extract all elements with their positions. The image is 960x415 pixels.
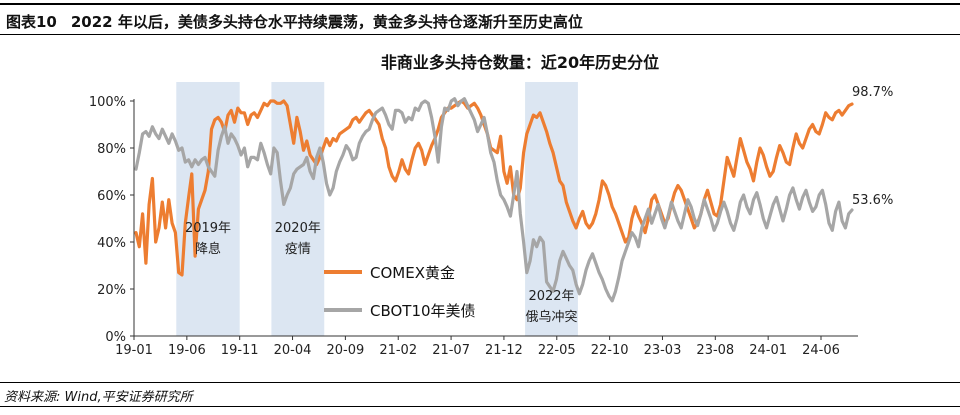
figure-title-text: 2022 年以后，美债多头持仓水平持续震荡，黄金多头持仓逐渐升至历史高位 [70, 13, 583, 31]
series-line-comex-gold [134, 99, 854, 277]
legend-label: CBOT10年美债 [370, 302, 476, 320]
end-value-label: 53.6% [852, 193, 893, 208]
period-label-year: 2022年 [528, 289, 574, 304]
series-line-cbot-10y-treasury [134, 97, 854, 303]
header-top-rule [0, 3, 960, 5]
x-tick-label: 21-12 [485, 343, 523, 358]
figure-title: 图表10 2022 年以后，美债多头持仓水平持续震荡，黄金多头持仓逐渐升至历史高位 [6, 11, 583, 32]
y-tick-label: 20% [97, 283, 126, 298]
x-tick-label: 23-03 [644, 343, 682, 358]
x-tick-label: 19-11 [221, 343, 259, 358]
chart-container: 非商业多头持仓数量：近20年历史分位 0% 20% 40% 60% 80% 100% 19-… [0, 36, 960, 380]
period-label-year: 2020年 [275, 221, 321, 236]
end-value-label: 98.7% [852, 85, 893, 100]
figure-number: 图表10 [6, 13, 57, 31]
period-label-event: 疫情 [285, 241, 311, 257]
period-label-event: 俄乌冲突 [525, 309, 577, 325]
axes: 0% 20% 40% 60% 80% 100% 19-01 19-06 19-11 20-04 20… [89, 95, 858, 358]
x-tick-label: 19-01 [115, 343, 153, 358]
y-tick-label: 60% [97, 189, 126, 204]
legend: COMEX黄金 CBOT10年美债 [324, 264, 476, 320]
source-note: 资料来源: Wind,平安证券研究所 [4, 390, 193, 405]
footer-top-rule [0, 382, 960, 383]
series-lines [134, 97, 854, 303]
x-tick-label: 20-04 [274, 343, 312, 358]
x-tick-label: 24-06 [802, 343, 840, 358]
x-tick-label: 23-08 [696, 343, 734, 358]
legend-label: COMEX黄金 [370, 264, 455, 282]
x-tick-label: 19-06 [168, 343, 206, 358]
x-tick-label: 22-10 [591, 343, 629, 358]
period-label-year: 2019年 [185, 221, 231, 236]
period-label-event: 降息 [195, 241, 221, 257]
figure-header: 图表10 2022 年以后，美债多头持仓水平持续震荡，黄金多头持仓逐渐升至历史高位 [0, 0, 960, 36]
line-chart: 非商业多头持仓数量：近20年历史分位 0% 20% 40% 60% 80% 100% 19-… [89, 53, 893, 358]
y-tick-label: 80% [97, 142, 126, 157]
x-tick-label: 20-09 [326, 343, 364, 358]
y-tick-label: 0% [105, 330, 126, 345]
footer-bottom-rule [0, 406, 960, 407]
x-tick-label: 22-05 [538, 343, 576, 358]
y-tick-label: 100% [89, 95, 126, 110]
figure-footer: 资料来源: Wind,平安证券研究所 [0, 380, 960, 415]
x-tick-label: 21-02 [379, 343, 417, 358]
x-tick-label: 21-07 [432, 343, 470, 358]
y-tick-label: 40% [97, 236, 126, 251]
chart-title: 非商业多头持仓数量：近20年历史分位 [381, 53, 659, 72]
x-tick-label: 24-01 [749, 343, 787, 358]
header-bottom-rule [0, 34, 960, 35]
